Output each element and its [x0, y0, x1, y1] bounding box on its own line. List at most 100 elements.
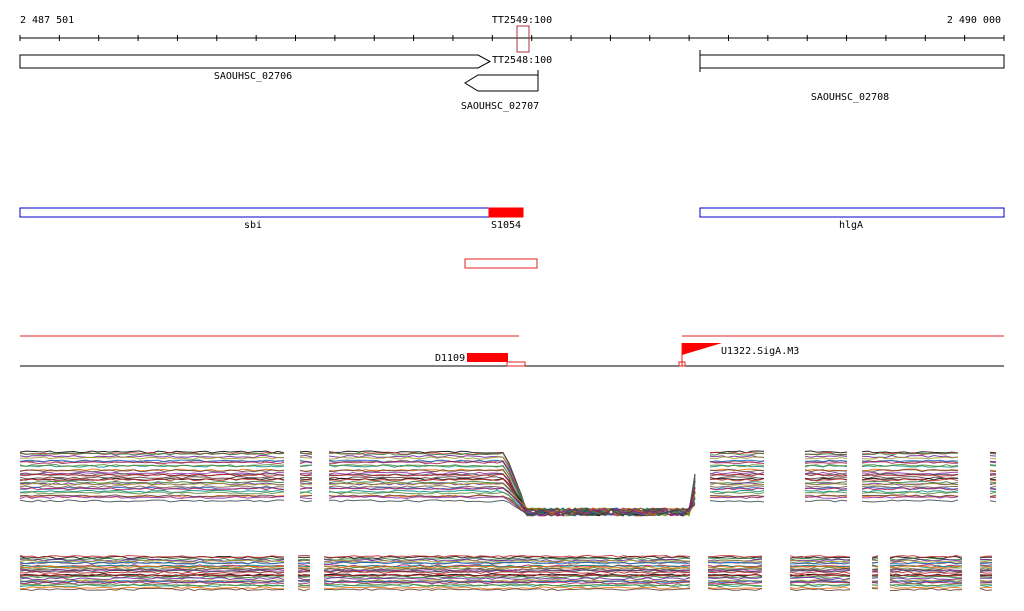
expression-profile-line [889, 570, 963, 575]
expression-profile-line [707, 588, 763, 591]
expression-profile-line [19, 461, 285, 465]
expression-profile-line [979, 588, 993, 591]
expression-profile-line [989, 478, 997, 481]
expression-profile-line [707, 586, 763, 590]
expression-profile-line [707, 583, 763, 587]
expression-profile-line [861, 456, 959, 460]
terminator-label-tt2549: TT2549:100 [492, 15, 552, 26]
expression-profile-line [19, 487, 285, 491]
expression-profile-line [871, 571, 879, 573]
expression-profile-line [19, 559, 285, 563]
expression-profile-line [889, 565, 963, 569]
feature-label-sbi: sbi [244, 220, 262, 231]
expression-profile-line [709, 452, 765, 456]
expression-profile-line [805, 483, 848, 486]
expression-profile-line [297, 571, 311, 574]
expression-profile-line [709, 494, 765, 498]
segment-track: D1109 U1322.SigA.M3 [20, 335, 1004, 367]
expression-profile-line [979, 558, 993, 561]
expression-panel-lower [19, 554, 993, 592]
expression-profile-line [19, 469, 285, 473]
feature-box-hlga[interactable] [699, 207, 1005, 218]
expression-profile-line [889, 577, 963, 581]
expression-profile-line [789, 557, 851, 561]
expression-profile-line [707, 556, 763, 559]
expression-profile-line [299, 469, 313, 473]
expression-profile-line [861, 473, 959, 477]
expression-profile-line [299, 454, 313, 458]
gene-box-saouhsc-02708[interactable] [699, 54, 1005, 69]
highlight-region-box[interactable] [464, 258, 538, 269]
expression-profile-line [709, 464, 765, 468]
expression-profile-line [989, 473, 997, 476]
expression-profile-line [19, 576, 285, 581]
expression-profile-line [323, 573, 691, 578]
expression-profile-line [805, 456, 848, 460]
expression-profile-line [299, 474, 313, 477]
expression-profile-line [323, 554, 691, 559]
expression-profile-line [989, 490, 997, 493]
expression-profile-line [299, 483, 313, 486]
expression-profile-line [861, 463, 959, 467]
segment-box-d1109[interactable] [467, 353, 508, 362]
expression-profile-line [889, 581, 963, 585]
feature-box-s1054[interactable] [488, 207, 524, 218]
expression-profile-line [709, 459, 765, 463]
expression-profile-line [889, 586, 963, 590]
expression-profile-line [19, 495, 284, 499]
segment-marker-d1109 [506, 361, 526, 367]
expression-profile-line [979, 584, 993, 587]
ruler-ticks [19, 35, 1005, 41]
expression-profile-line [19, 587, 285, 592]
expression-profile-line [19, 459, 285, 463]
expression-profile-line [19, 450, 285, 454]
expression-profile-line [861, 491, 959, 495]
expression-profile-line [19, 482, 285, 486]
expression-profile-line [299, 479, 313, 482]
expression-profile-line [20, 581, 285, 585]
feature-box-sbi[interactable] [19, 207, 490, 218]
expression-profile-line [980, 581, 993, 584]
terminator-box-tt2549[interactable] [516, 25, 530, 53]
expression-profile-line [323, 568, 691, 573]
expression-profile-line [19, 573, 285, 577]
expression-profile-line [709, 478, 765, 482]
expression-profile-line [297, 577, 311, 581]
expression-profile-line [989, 464, 997, 467]
expression-profile-line [861, 473, 959, 477]
expression-profile-line [804, 487, 848, 491]
expression-profile-line [989, 479, 997, 482]
expression-profile-line [707, 576, 763, 579]
expression-profile-line [297, 582, 311, 585]
expression-profile-line [709, 487, 765, 491]
expression-panel-upper [19, 450, 997, 517]
expression-profile-line [707, 576, 763, 580]
expression-profile-line [861, 485, 958, 489]
gene-label-saouhsc-02708: SAOUHSC_02708 [811, 92, 889, 103]
expression-profile-line [709, 500, 765, 503]
expression-profile-line [861, 499, 959, 503]
expression-profile-line [707, 568, 763, 573]
coordinate-ruler: 2 487 501 2 490 000 [19, 15, 1005, 41]
expression-profile-line [871, 581, 879, 584]
expression-profile-line [789, 561, 851, 565]
segment-flag-u1322[interactable] [682, 343, 722, 355]
expression-profile-line [789, 558, 851, 562]
expression-profile-line [979, 574, 993, 577]
expression-profile-line [979, 583, 993, 586]
expression-profile-line [707, 561, 763, 565]
expression-profile-line [323, 583, 691, 587]
expression-profile-line [323, 588, 691, 592]
expression-profile-line [989, 481, 997, 484]
expression-profile-line [323, 573, 691, 577]
gene-label-saouhsc-02707: SAOUHSC_02707 [461, 101, 539, 112]
gene-arrow-saouhsc-02707[interactable] [464, 74, 538, 92]
gene-label-saouhsc-02706: SAOUHSC_02706 [214, 71, 292, 82]
expression-profile-line [19, 570, 285, 575]
expression-profile-line [989, 457, 997, 460]
expression-profile-line [989, 487, 997, 490]
expression-profile-line [299, 452, 313, 455]
gene-arrow-saouhsc-02706[interactable] [19, 54, 492, 69]
expression-profile-line [989, 491, 997, 495]
expression-profile-line [989, 453, 997, 455]
